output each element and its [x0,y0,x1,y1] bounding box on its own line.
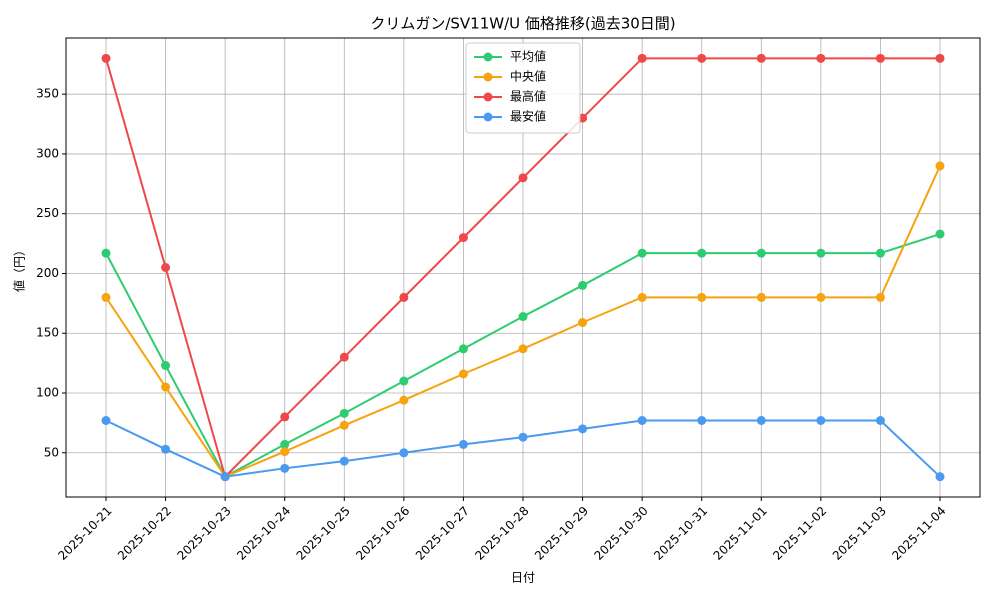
point [935,229,945,239]
point [161,382,171,392]
point [935,53,945,63]
point [816,53,826,63]
point [399,395,409,405]
point [458,344,468,354]
x-tick-label: 2025-10-26 [353,504,412,563]
point [339,420,349,430]
legend-marker [483,52,493,62]
point [637,292,647,302]
x-tick-label: 2025-11-02 [770,504,829,563]
point [756,416,766,425]
point [339,456,349,466]
point [280,439,290,449]
point [756,292,766,302]
x-tick-label: 2025-10-23 [175,504,234,563]
point [637,248,647,258]
point [578,424,588,434]
point [399,376,409,386]
point [816,248,826,258]
x-tick-label: 2025-10-21 [55,504,114,563]
point [935,161,945,171]
x-tick-label: 2025-10-25 [294,504,353,563]
point [875,248,885,258]
point [161,444,171,454]
legend-box [465,42,581,134]
point [339,352,349,362]
point [101,248,111,258]
y-tick-label: 150 [36,326,59,340]
point [458,439,468,449]
legend-marker [483,92,493,102]
x-tick-label: 2025-10-31 [651,504,710,563]
point [697,416,707,425]
point [101,292,111,302]
y-axis-label: 値（円） [12,244,27,292]
x-tick-label: 2025-10-29 [532,504,591,563]
x-tick-label: 2025-11-03 [830,504,889,563]
point [935,472,945,482]
y-tick-label: 350 [36,87,59,101]
point [697,292,707,302]
x-tick-label: 2025-10-27 [413,504,472,563]
y-tick-label: 50 [44,445,59,459]
point [816,416,826,425]
point [697,248,707,258]
point [756,53,766,63]
point [637,416,647,425]
point [399,292,409,302]
point [101,416,111,425]
legend-marker [483,72,493,82]
point [518,432,528,442]
point [161,361,171,371]
x-tick-label: 2025-10-28 [472,504,531,563]
point [875,292,885,302]
point [756,248,766,258]
y-tick-label: 250 [36,206,59,220]
x-tick-label: 2025-10-30 [592,504,651,563]
y-tick-label: 100 [36,386,59,400]
legend-label: 最高値 [510,89,546,104]
point [578,280,588,290]
point [280,447,290,457]
point [161,263,171,272]
point [458,369,468,379]
x-tick-label: 2025-10-24 [234,504,293,563]
point [220,472,230,482]
point [875,416,885,425]
y-tick-label: 200 [36,266,59,280]
y-tick-label: 300 [36,146,59,160]
legend-marker [483,112,493,122]
legend-label: 最安値 [510,109,546,124]
legend-label: 中央値 [510,69,546,84]
point [399,448,409,458]
x-axis-label: 日付 [511,571,535,585]
point [280,463,290,473]
point [875,53,885,63]
point [280,412,290,422]
point [518,344,528,354]
point [518,173,528,183]
chart-title: クリムガン/SV11W/U 価格推移(過去30日間) [370,15,675,33]
point [101,53,111,63]
plot-frame [65,37,981,498]
point [339,408,349,418]
point [518,312,528,322]
legend-label: 平均値 [510,49,546,64]
point [697,53,707,63]
x-tick-label: 2025-11-04 [889,504,948,563]
point [816,292,826,302]
x-tick-label: 2025-10-22 [115,504,174,563]
x-tick-label: 2025-11-01 [711,504,770,563]
point [578,317,588,327]
point [637,53,647,63]
point [458,233,468,243]
